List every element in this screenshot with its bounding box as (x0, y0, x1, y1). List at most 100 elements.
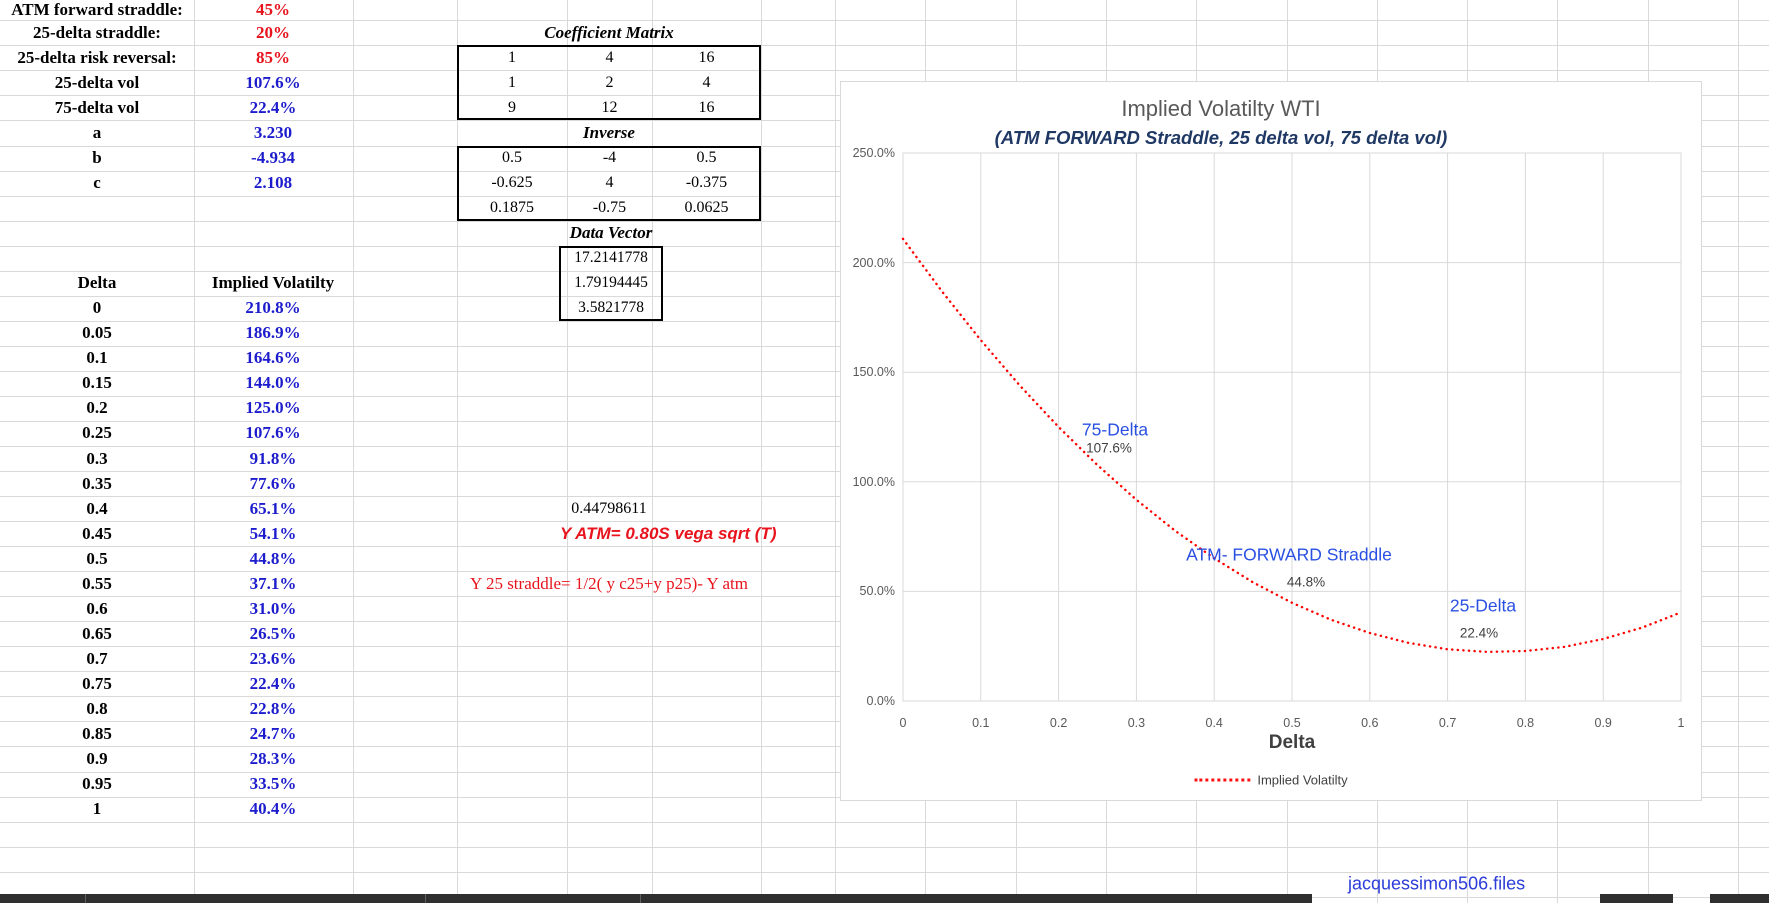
cell-coefficient-matrix[interactable]: 9 (508, 98, 516, 116)
x-tick-label: 0 (899, 716, 907, 730)
annotation-25-delta: 25-Delta (1449, 595, 1517, 616)
cell-delta[interactable]: 0.3 (86, 448, 108, 468)
cell-delta[interactable]: 0.55 (82, 573, 112, 593)
cell-param-value[interactable]: 3.230 (253, 122, 293, 142)
cell-delta[interactable]: 0.35 (82, 473, 112, 493)
coefficient-matrix-box (457, 45, 761, 121)
data-vector-box (559, 245, 663, 321)
formula-y-atm[interactable]: Y ATM= 0.80S vega sqrt (T) (560, 523, 777, 543)
cell-implied-vol[interactable]: 40.4% (249, 799, 297, 819)
cell-coefficient-matrix[interactable]: 16 (698, 48, 715, 66)
cell-implied-vol[interactable]: 91.8% (249, 448, 297, 468)
cell-param-value[interactable]: 45% (256, 0, 290, 19)
cell-inverse-matrix[interactable]: -0.75 (592, 199, 627, 217)
cell-coefficient-matrix[interactable]: 1 (508, 73, 516, 91)
cell-implied-vol[interactable]: 77.6% (249, 473, 297, 493)
annotation-atm-forward-straddle-value: 44.8% (1286, 574, 1326, 590)
cell-delta[interactable]: 0.25 (82, 423, 112, 443)
cell-delta[interactable]: 0.9 (86, 748, 108, 768)
cell-implied-vol[interactable]: 24.7% (249, 723, 297, 743)
cell-delta[interactable]: 0.7 (86, 648, 108, 668)
cell-param-label[interactable]: 25-delta risk reversal: (17, 47, 177, 67)
legend-series-label: Implied Volatilty (1257, 772, 1348, 788)
cell-delta[interactable]: 0.6 (86, 598, 108, 618)
cell-implied-vol[interactable]: 144.0% (245, 373, 301, 393)
cell-delta[interactable]: 0.4 (86, 498, 108, 518)
cell-param-label[interactable]: ATM forward straddle: (11, 0, 183, 19)
cell-delta[interactable]: 1 (92, 799, 102, 819)
cell-delta[interactable]: 0.45 (82, 523, 112, 543)
cell-implied-vol[interactable]: 26.5% (249, 623, 297, 643)
cell-param-value[interactable]: 22.4% (249, 97, 297, 117)
vol-table-header-delta[interactable]: Delta (77, 273, 117, 293)
cell-inverse-matrix[interactable]: -0.375 (685, 174, 728, 192)
cell-implied-vol[interactable]: 186.9% (245, 323, 301, 343)
cell-coefficient-matrix[interactable]: 4 (605, 48, 614, 66)
cell-delta[interactable]: 0 (92, 298, 102, 318)
cell-delta[interactable]: 0.8 (86, 698, 108, 718)
cell-implied-vol[interactable]: 37.1% (249, 573, 297, 593)
cell-implied-vol[interactable]: 125.0% (245, 398, 301, 418)
formula-y-25-straddle[interactable]: Y 25 straddle= 1/2( y c25+y p25)- Y atm (470, 573, 748, 593)
cell-inverse-matrix[interactable]: 0.5 (502, 149, 522, 167)
cell-implied-vol[interactable]: 65.1% (249, 498, 297, 518)
cell-coefficient-matrix[interactable]: 16 (698, 98, 715, 116)
cell-param-value[interactable]: 107.6% (245, 72, 301, 92)
cell-param-label[interactable]: b (92, 148, 102, 168)
cell-inverse-matrix[interactable]: -0.625 (491, 174, 533, 192)
cell-implied-vol[interactable]: 28.3% (249, 748, 297, 768)
cell-param-label[interactable]: 25-delta vol (54, 72, 140, 92)
cell-param-label[interactable]: 75-delta vol (54, 97, 140, 117)
x-axis-title: Delta (1268, 732, 1316, 753)
cell-implied-vol[interactable]: 54.1% (249, 523, 297, 543)
implied-volatility-chart[interactable]: Implied Volatilty WTI (ATM FORWARD Strad… (840, 81, 1702, 801)
cell-implied-vol[interactable]: 23.6% (249, 648, 297, 668)
cell-implied-vol[interactable]: 164.6% (245, 348, 301, 368)
cell-param-label[interactable]: 25-delta straddle: (33, 22, 161, 42)
inverse-matrix-box (457, 145, 761, 221)
cell-delta[interactable]: 0.15 (82, 373, 112, 393)
cell-inverse-matrix[interactable]: 4 (605, 174, 614, 192)
cell-coefficient-matrix[interactable]: 4 (702, 73, 711, 91)
cell-data-vector[interactable]: 17.2141778 (574, 249, 648, 267)
cell-inverse-matrix[interactable]: 0.5 (696, 149, 717, 167)
cell-coefficient-matrix[interactable]: 12 (601, 98, 618, 116)
cell-implied-vol[interactable]: 31.0% (249, 598, 297, 618)
y-tick-label: 100.0% (852, 474, 895, 489)
cell-data-vector[interactable]: 3.5821778 (578, 299, 644, 317)
x-tick-label: 0.3 (1127, 716, 1146, 730)
cell-implied-vol[interactable]: 210.8% (245, 298, 301, 318)
cell-implied-vol[interactable]: 107.6% (245, 423, 301, 443)
cell-delta[interactable]: 0.75 (82, 673, 112, 693)
cell-coefficient-matrix[interactable]: 1 (508, 48, 516, 66)
cell-param-value[interactable]: -4.934 (251, 148, 295, 168)
y-tick-label: 200.0% (852, 255, 895, 270)
footer-link[interactable]: jacquessimon506.files (1348, 873, 1526, 894)
cell-delta[interactable]: 0.2 (86, 398, 108, 418)
cell-delta[interactable]: 0.05 (82, 323, 112, 343)
data-vector-title[interactable]: Data Vector (569, 223, 653, 243)
cell-delta[interactable]: 0.95 (82, 774, 112, 794)
cell-inverse-matrix[interactable]: -4 (602, 149, 617, 167)
cell-delta[interactable]: 0.5 (86, 548, 108, 568)
cell-param-value[interactable]: 2.108 (253, 173, 293, 193)
cell-data-vector[interactable]: 1.79194445 (574, 274, 648, 292)
cell-delta[interactable]: 0.65 (82, 623, 112, 643)
cell-coefficient-matrix[interactable]: 2 (605, 73, 614, 91)
cell-inverse-matrix[interactable]: 0.0625 (684, 199, 729, 217)
cell-implied-vol[interactable]: 44.8% (249, 548, 297, 568)
vol-table-header-implied-vol[interactable]: Implied Volatilty (211, 273, 335, 293)
coefficient-matrix-title[interactable]: Coefficient Matrix (544, 22, 674, 42)
cell-inverse-matrix[interactable]: 0.1875 (490, 199, 534, 217)
inverse-matrix-title[interactable]: Inverse (583, 122, 635, 142)
cell-param-label[interactable]: a (92, 122, 102, 142)
cell-implied-vol[interactable]: 22.8% (249, 698, 297, 718)
cell-param-value[interactable]: 20% (256, 22, 290, 42)
cell-delta[interactable]: 0.85 (82, 723, 112, 743)
cell-implied-vol[interactable]: 33.5% (249, 774, 297, 794)
cell-implied-vol[interactable]: 22.4% (249, 673, 297, 693)
cell-atm-vega-value[interactable]: 0.44798611 (571, 499, 647, 517)
cell-delta[interactable]: 0.1 (86, 348, 108, 368)
cell-param-value[interactable]: 85% (256, 47, 290, 67)
cell-param-label[interactable]: c (93, 173, 101, 193)
